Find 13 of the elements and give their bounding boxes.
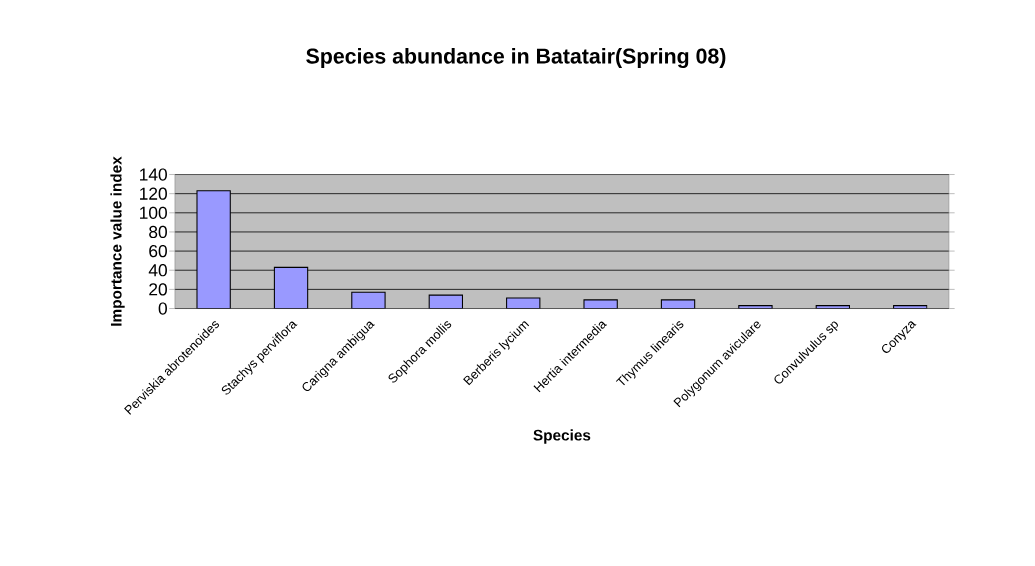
chart-title: Species abundance in Batatair(Spring 08) xyxy=(306,48,726,68)
y-axis-title: Importance value index xyxy=(110,156,125,326)
y-tick-label: 140 xyxy=(140,168,167,181)
x-axis-title: Species xyxy=(533,429,591,444)
bar xyxy=(196,190,231,309)
y-tick-label: 80 xyxy=(149,225,167,239)
y-tick-label: 40 xyxy=(148,264,167,277)
y-tick-label: 100 xyxy=(140,206,167,219)
y-tick-label: 20 xyxy=(149,283,167,296)
bar xyxy=(273,266,309,309)
y-tick-label: 120 xyxy=(140,187,167,200)
y-tick-label: 60 xyxy=(149,244,167,258)
y-tick-label: 0 xyxy=(158,302,167,315)
